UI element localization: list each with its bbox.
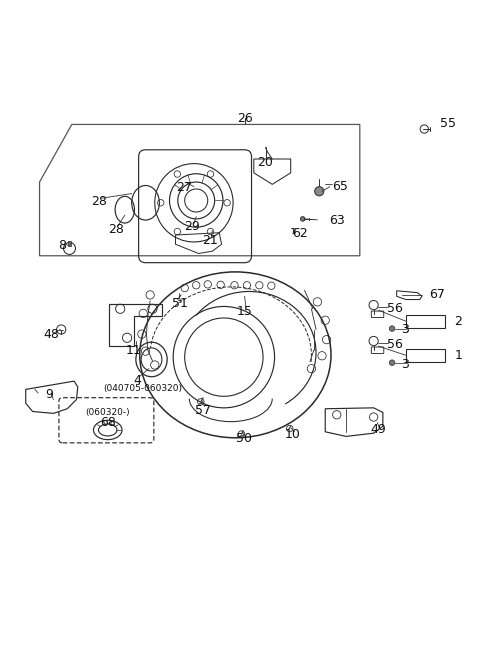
Text: 27: 27: [176, 181, 192, 194]
Bar: [68, 241, 71, 246]
Text: 1: 1: [454, 349, 462, 362]
Text: 51: 51: [172, 297, 188, 310]
Text: 4: 4: [134, 374, 142, 387]
Text: (060320-): (060320-): [85, 408, 130, 417]
Text: 10: 10: [285, 428, 301, 441]
Text: 9: 9: [45, 388, 53, 401]
Circle shape: [389, 360, 395, 366]
Text: 28: 28: [92, 195, 108, 208]
Bar: [406, 315, 445, 328]
Text: 26: 26: [237, 113, 252, 125]
Text: 48: 48: [43, 328, 59, 341]
Text: 15: 15: [237, 304, 252, 318]
Text: 21: 21: [202, 234, 218, 247]
Text: 56: 56: [387, 302, 403, 315]
Text: 67: 67: [429, 288, 445, 301]
Text: 3: 3: [401, 323, 409, 336]
Text: (040705-060320): (040705-060320): [104, 384, 183, 393]
Text: 11: 11: [126, 344, 142, 357]
Text: 29: 29: [184, 220, 200, 233]
Circle shape: [315, 186, 324, 196]
Text: 2: 2: [454, 315, 462, 328]
Text: 65: 65: [332, 180, 348, 193]
Text: 56: 56: [387, 338, 403, 351]
Text: 20: 20: [257, 156, 273, 169]
Text: 62: 62: [292, 227, 308, 240]
Text: 55: 55: [441, 117, 456, 130]
Circle shape: [389, 326, 395, 331]
Text: 68: 68: [100, 416, 116, 429]
Bar: [406, 349, 445, 362]
Text: 63: 63: [329, 214, 345, 227]
Text: 28: 28: [108, 223, 123, 235]
Text: 57: 57: [195, 404, 211, 416]
Text: 8: 8: [59, 239, 67, 252]
Text: 3: 3: [401, 358, 409, 370]
Circle shape: [300, 217, 305, 221]
Text: 50: 50: [236, 432, 252, 445]
Text: 49: 49: [371, 424, 386, 436]
